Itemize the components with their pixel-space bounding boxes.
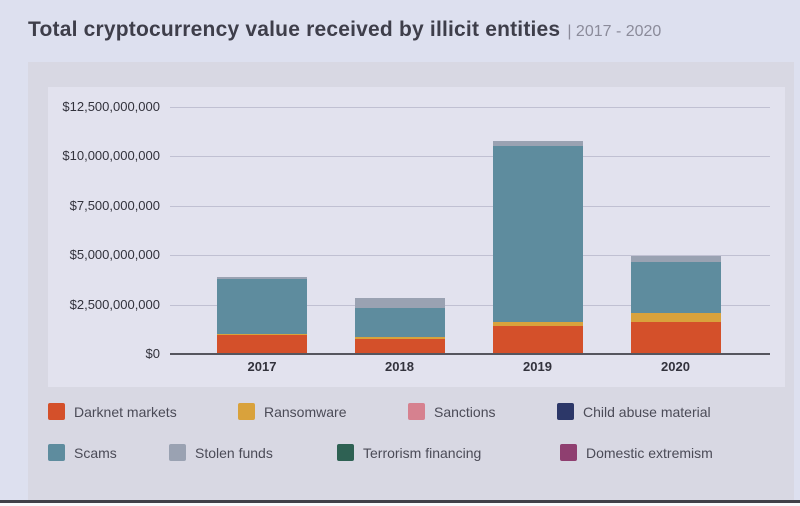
legend-item-stolen-funds: Stolen funds xyxy=(169,444,273,461)
legend-item-scams: Scams xyxy=(48,444,117,461)
x-axis-label-2020: 2020 xyxy=(661,359,690,374)
bar-segment-scams xyxy=(354,308,445,337)
bar-segment-ransomware xyxy=(354,336,445,339)
x-axis-line xyxy=(170,353,770,355)
bottom-edge xyxy=(0,503,800,506)
terrorism-financing-swatch-icon xyxy=(337,444,354,461)
gridline xyxy=(170,205,770,207)
legend-item-terrorism-financing: Terrorism financing xyxy=(337,444,481,461)
gridline xyxy=(170,156,770,158)
bar-segment-ransomware xyxy=(630,313,721,322)
child-abuse-material-swatch-icon xyxy=(557,403,574,420)
legend-label: Domestic extremism xyxy=(586,444,713,461)
legend-label: Sanctions xyxy=(434,403,496,420)
bar-segment-darknet-markets xyxy=(492,325,583,353)
bar-segment-stolen-funds xyxy=(492,141,583,146)
bar-segment-darknet-markets xyxy=(217,335,307,353)
legend-item-domestic-extremism: Domestic extremism xyxy=(560,444,713,461)
stolen-funds-swatch-icon xyxy=(169,444,186,461)
page-title: Total cryptocurrency value received by i… xyxy=(28,18,661,42)
legend-label: Child abuse material xyxy=(583,403,711,420)
bar-segment-stolen-funds xyxy=(217,276,307,280)
legend-label: Stolen funds xyxy=(195,444,273,461)
legend-label: Terrorism financing xyxy=(363,444,482,461)
y-axis-tick-label: $12,500,000,000 xyxy=(62,99,160,114)
gridline xyxy=(170,255,770,257)
plot-panel: $0 $2,500,000,000 $5,000,000,000 $7,500,000… xyxy=(48,87,785,387)
bar-segment-darknet-markets xyxy=(354,338,445,353)
legend-label: Darknet markets xyxy=(74,403,177,420)
y-axis-tick-label: $2,500,000,000 xyxy=(69,296,160,312)
gridline xyxy=(170,107,770,108)
y-axis-tick-label: $10,000,000,000 xyxy=(62,148,160,164)
legend-item-child-abuse-material: Child abuse material xyxy=(557,403,711,420)
x-axis-label-2018: 2018 xyxy=(385,359,414,374)
chart-card: $0 $2,500,000,000 $5,000,000,000 $7,500,000… xyxy=(28,62,794,500)
x-axis-label-2017: 2017 xyxy=(247,359,277,374)
domestic-extremism-swatch-icon xyxy=(560,444,577,461)
y-axis-tick-label: $5,000,000,000 xyxy=(69,247,160,263)
legend-item-ransomware: Ransomware xyxy=(238,403,346,420)
legend-label: Scams xyxy=(74,444,117,461)
legend-item-darknet-markets: Darknet markets xyxy=(48,403,177,420)
bar-segment-stolen-funds xyxy=(630,256,721,262)
bar-segment-darknet-markets xyxy=(630,321,721,353)
bar-segment-scams xyxy=(492,145,583,322)
bar-segment-ransomware xyxy=(492,321,583,326)
gridline xyxy=(170,304,770,306)
bar-2019 xyxy=(492,141,583,353)
legend-label: Ransomware xyxy=(264,403,347,420)
y-axis-tick-label: $7,500,000,000 xyxy=(69,197,160,213)
ransomware-swatch-icon xyxy=(238,403,255,420)
bottom-border xyxy=(0,500,800,503)
bar-2018 xyxy=(354,298,445,353)
bar-segment-scams xyxy=(630,261,721,314)
title-text: Total cryptocurrency value received by i… xyxy=(28,18,561,41)
title-range: | 2017 - 2020 xyxy=(567,23,662,40)
bar-segment-scams xyxy=(217,279,307,335)
sanctions-swatch-icon xyxy=(408,403,425,420)
y-axis-tick-label: $0 xyxy=(145,346,160,361)
bar-segment-ransomware xyxy=(217,334,307,336)
legend-item-sanctions: Sanctions xyxy=(408,403,495,420)
x-axis-label-2019: 2019 xyxy=(523,359,552,374)
bar-2017 xyxy=(217,276,307,353)
scams-swatch-icon xyxy=(48,444,65,461)
bar-segment-stolen-funds xyxy=(354,298,445,309)
darknet-markets-swatch-icon xyxy=(48,403,65,420)
bar-2020 xyxy=(630,256,721,353)
